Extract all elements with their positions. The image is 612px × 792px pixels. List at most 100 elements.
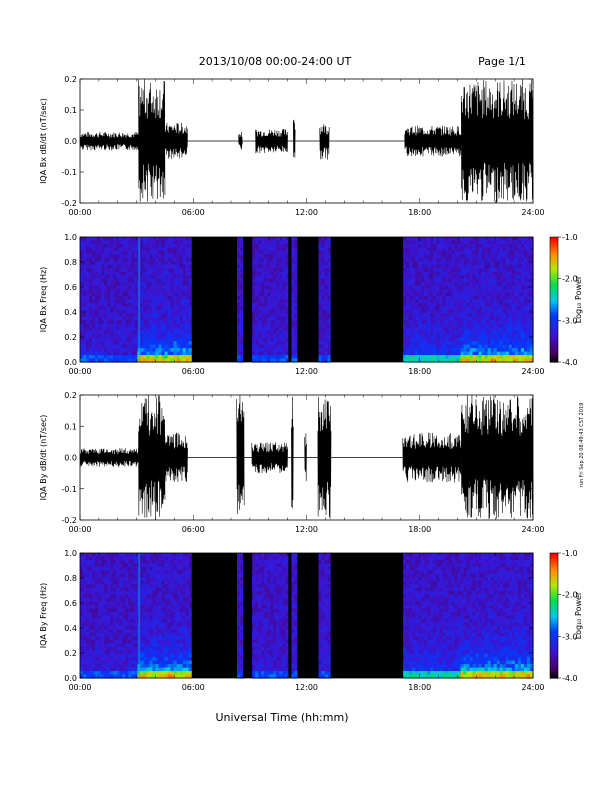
spectrogram-cell	[478, 323, 483, 328]
spectrogram-cell	[80, 261, 84, 266]
spectrogram-cell	[107, 355, 111, 360]
spectrogram-cell	[436, 316, 440, 321]
spectrogram-cell	[445, 334, 450, 339]
spectrogram-cell	[188, 264, 193, 269]
spectrogram-cell	[499, 271, 504, 276]
spectrogram-cell	[484, 348, 489, 353]
spectrogram-cell	[270, 302, 274, 308]
spectrogram-cell	[131, 591, 135, 596]
spectrogram-cell	[252, 313, 256, 318]
spectrogram-cell	[131, 657, 135, 662]
spectrogram-cell	[252, 341, 256, 346]
spectrogram-cell	[89, 247, 93, 252]
spectrogram-cell	[107, 278, 111, 283]
spectrogram-cell	[110, 320, 114, 325]
spectrogram-cell	[318, 278, 323, 283]
spectrogram-cell	[164, 643, 169, 648]
spectrogram-cell	[95, 632, 99, 637]
spectrogram-cell	[490, 327, 495, 332]
spectrogram-cell	[463, 327, 468, 332]
spectrogram-cell	[478, 275, 483, 280]
spectrogram-cell	[98, 646, 102, 651]
spectrogram-cell	[490, 313, 495, 318]
spectrogram-cell	[125, 584, 129, 589]
spectrogram-cell	[95, 639, 99, 644]
spectrogram-cell	[324, 243, 329, 249]
spectrogram-cell	[83, 309, 87, 314]
spectrogram-cell	[442, 320, 447, 325]
spectrogram-cell	[517, 264, 522, 269]
spectrogram-cell	[128, 650, 132, 655]
spectrogram-cell	[89, 660, 93, 665]
spectrogram-cell	[188, 334, 193, 339]
spectrogram-cell	[152, 240, 157, 245]
spectrogram-cell	[505, 320, 510, 325]
spectrogram-cell	[529, 275, 534, 280]
spectrogram-cell	[182, 289, 187, 294]
spectrogram-cell	[520, 306, 525, 311]
spectrogram-cell	[164, 615, 169, 620]
spectrogram-cell	[131, 577, 135, 582]
spectrogram-cell	[412, 240, 416, 245]
spectrogram-cell	[523, 285, 528, 290]
spectrogram-cell	[294, 302, 299, 308]
spectrogram-cell	[95, 278, 99, 283]
spectrogram-cell	[179, 351, 184, 356]
spectrogram-cell	[261, 316, 265, 321]
spectrogram-cell	[80, 605, 84, 610]
spectrogram-cell	[255, 247, 259, 252]
spectrogram-cell	[80, 674, 84, 679]
spectrogram-cell	[433, 316, 437, 321]
spectrogram-cell	[149, 254, 154, 259]
spectrogram-cell	[261, 285, 265, 290]
spectrogram-cell	[107, 632, 111, 637]
spectrogram-cell	[321, 348, 326, 353]
spectrogram-cell	[179, 296, 184, 301]
spectrogram-cell	[164, 330, 169, 335]
spectrogram-cell	[460, 316, 465, 321]
spectrogram-cell	[526, 309, 531, 314]
spectrogram-cell	[176, 237, 181, 242]
spectrogram-cell	[92, 618, 96, 624]
spectrogram-cell	[261, 348, 265, 353]
spectrogram-cell	[128, 671, 132, 676]
spectrogram-cell	[128, 625, 132, 630]
spectrogram-cell	[520, 285, 525, 290]
spectrogram-cell	[484, 351, 489, 356]
spectrogram-cell	[321, 254, 326, 259]
spectrogram-cell	[487, 247, 492, 252]
spectrogram-cell	[258, 309, 262, 314]
spectrogram-cell	[478, 302, 483, 308]
spectrogram-cell	[161, 334, 166, 339]
spectrogram-cell	[237, 289, 241, 294]
spectrogram-cell	[125, 636, 129, 641]
spectrogram-cell	[478, 309, 483, 314]
spectrogram-cell	[517, 240, 522, 245]
spectrogram-cell	[182, 320, 187, 325]
spectrogram-cell	[98, 330, 102, 335]
spectrogram-cell	[294, 292, 299, 297]
spectrogram-cell	[481, 313, 486, 318]
spectrogram-cell	[484, 358, 489, 363]
spectrogram-cell	[107, 601, 111, 606]
spectrogram-cell	[424, 292, 428, 297]
spectrogram-cell	[164, 320, 169, 325]
spectrogram-cell	[128, 268, 132, 273]
spectrogram-cell	[164, 341, 169, 346]
spectrogram-cell	[237, 299, 241, 304]
spectrogram-cell	[511, 355, 516, 360]
spectrogram-cell	[463, 306, 468, 311]
spectrogram-cell	[110, 337, 114, 342]
spectrogram-cell	[185, 285, 190, 290]
spectrogram-cell	[261, 292, 265, 297]
spectrogram-cell	[327, 254, 332, 259]
spectrogram-cell	[418, 306, 422, 311]
spectrogram-cell	[161, 278, 166, 283]
spectrogram-cell	[113, 268, 117, 273]
spectrogram-cell	[164, 323, 169, 328]
spectrogram-cell	[152, 341, 157, 346]
spectrogram-cell	[173, 271, 178, 276]
spectrogram-cell	[86, 351, 90, 356]
spectrogram-cell	[255, 320, 259, 325]
spectrogram-cell	[164, 358, 169, 363]
